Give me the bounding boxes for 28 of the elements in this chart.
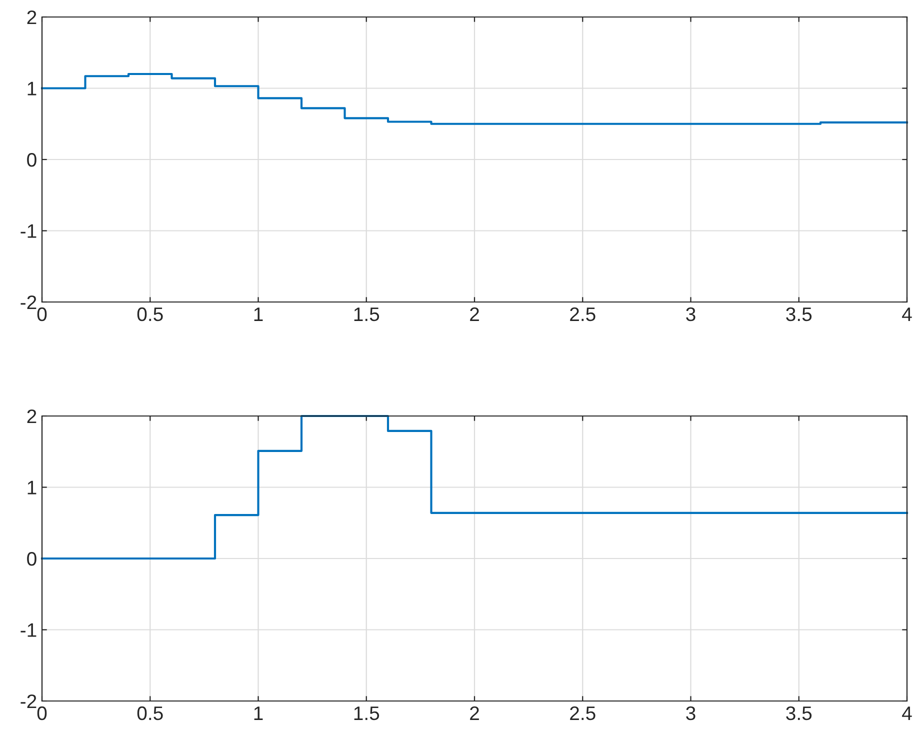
y-tick-label: 0 <box>27 152 36 167</box>
y-tick-label: -2 <box>20 694 36 708</box>
y-tick-label: 0 <box>27 552 36 566</box>
x-tick-label: 4 <box>902 706 912 720</box>
x-tick-label: 1 <box>254 706 263 720</box>
x-tick-label: 2 <box>470 307 479 321</box>
x-tick-label: 2 <box>470 706 479 720</box>
y-tick-label: -1 <box>20 224 36 238</box>
y-tick-label: 1 <box>28 480 36 494</box>
y-tick-label: 1 <box>28 82 36 96</box>
y-tick-label: 2 <box>27 409 36 424</box>
x-tick-label: 3 <box>686 307 696 322</box>
x-tick-label: 0.5 <box>137 307 163 322</box>
y-tick-label: 2 <box>27 10 36 24</box>
x-tick-label: 3.5 <box>786 307 812 322</box>
x-tick-label: 2.5 <box>570 706 596 720</box>
x-tick-label: 0 <box>37 307 47 322</box>
x-tick-label: 1.5 <box>354 706 380 720</box>
y-tick-label: -2 <box>20 295 36 310</box>
y-tick-label: -1 <box>20 623 36 637</box>
x-tick-label: 4 <box>902 308 912 321</box>
x-tick-label: 0 <box>37 706 47 720</box>
x-tick-label: 3.5 <box>786 706 812 720</box>
x-tick-label: 0.5 <box>137 706 163 720</box>
x-tick-label: 3 <box>686 706 696 720</box>
x-tick-label: 1.5 <box>354 308 380 322</box>
x-tick-label: 2.5 <box>570 307 596 322</box>
x-tick-label: 1 <box>254 308 263 321</box>
